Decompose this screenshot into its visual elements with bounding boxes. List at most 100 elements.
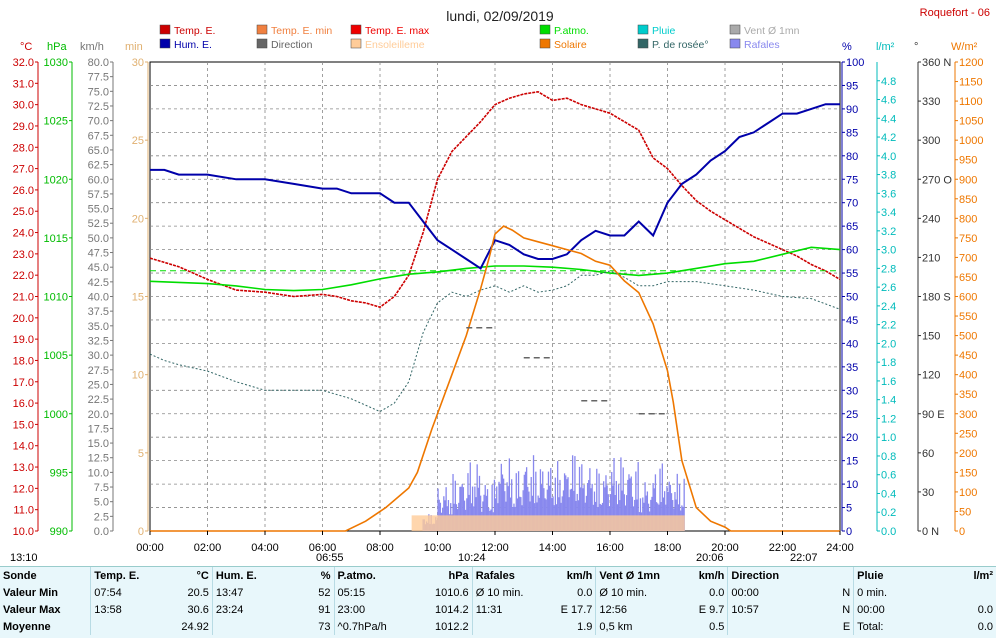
axis-tick-label: 0.0: [881, 526, 896, 538]
axis-tick-label: 27.0: [13, 164, 34, 176]
axis-tick-label: 13.0: [13, 462, 34, 474]
stats-cell: km/h: [566, 569, 593, 582]
axis-tick-label: 2.0: [881, 338, 896, 350]
stats-cell: [211, 618, 277, 635]
axis-tick-label: 360 N: [922, 57, 951, 69]
stats-cell: Pluie: [853, 567, 926, 584]
stats-cell: 0.0: [977, 603, 993, 616]
x-tick-label: 18:00: [654, 542, 682, 554]
axis-tick-label: 4.6: [881, 95, 896, 107]
axis-tick-label: 800: [959, 213, 977, 225]
stats-cell: 11:31: [471, 601, 541, 618]
axis-unit-temp: °C: [20, 41, 32, 53]
axis-tick-label: 40.0: [88, 292, 109, 304]
axis-tick-label: 52.5: [88, 218, 109, 230]
stats-cell: %: [320, 569, 331, 582]
series-ensoleilleme: [411, 515, 685, 531]
axis-tick-label: 0: [959, 526, 965, 538]
axis-tick-label: 40: [846, 338, 858, 350]
axis-tick-label: 0 N: [922, 526, 939, 538]
stats-cell: Temp. E.: [90, 567, 153, 584]
axis-tick-label: 75: [846, 174, 858, 186]
axis-tick-label: 4.2: [881, 132, 896, 144]
axis-tick-label: 75.0: [88, 86, 109, 98]
series-line: [150, 225, 840, 532]
x-tick-label: 06:00: [309, 542, 337, 554]
legend-label: Vent Ø 1mn: [744, 25, 800, 37]
axis-tick-label: 7.5: [94, 482, 109, 494]
stats-cell: [471, 618, 541, 635]
axis-tick-label: 240: [922, 213, 940, 225]
time-marker-left: 13:10: [10, 552, 38, 564]
axis-tick-label: 32.5: [88, 335, 109, 347]
legend-swatch: [256, 38, 268, 49]
axis-tick-label: 5: [846, 503, 852, 515]
axis-tick-label: 1000: [44, 409, 68, 421]
series-solaire: [150, 225, 840, 532]
axis-tick-label: 14.0: [13, 441, 34, 453]
stats-cell: hPa: [448, 569, 469, 582]
axis-tick-label: 22.0: [13, 270, 34, 282]
axis-tick-label: 0: [846, 526, 852, 538]
legend-swatch: [256, 24, 268, 35]
stats-cell: 73: [318, 620, 331, 633]
stats-cell: 0 min.: [853, 584, 926, 601]
axis-tick-label: 300: [959, 409, 977, 421]
chart-background: [0, 0, 996, 566]
stats-cell: 00:00: [727, 584, 801, 601]
axis-tick-label: 0.2: [881, 507, 896, 519]
axis-tick-label: 10: [846, 479, 858, 491]
series-line: [149, 270, 841, 413]
axis-tick-label: 2.2: [881, 320, 896, 332]
x-tick-label: 04:00: [251, 542, 279, 554]
legend-label: P.atmo.: [554, 25, 589, 37]
axis-tick-label: 30.0: [13, 100, 34, 112]
legend-label: Temp. E. max: [365, 25, 430, 37]
stats-cell: N: [842, 603, 851, 616]
stats-panel: Sonde Temp. E. °C Hum. E.% P.atmo. hPa Rafales…: [0, 566, 996, 638]
series-direction: [466, 327, 668, 415]
axis-tick-label: 20: [132, 213, 144, 225]
axis-tick-label: 850: [959, 194, 977, 206]
axis-tick-label: 20.0: [88, 409, 109, 421]
stats-cell: 12:56: [595, 601, 673, 618]
legend: Temp. E. Temp. E. min Temp. E. max P.atmo. P…: [159, 24, 800, 51]
axis-unit-pression: hPa: [47, 41, 67, 53]
stats-cell: Hum. E.: [211, 567, 277, 584]
axis-humidite: 0 5 10 15 20 25 30 35 40 45 50 55 60 65 70 75 80 85 90 95 10…: [841, 57, 864, 538]
stats-cell: 07:54: [90, 584, 153, 601]
axis-tick-label: 18.0: [13, 355, 34, 367]
axis-tick-label: 90: [846, 104, 858, 116]
axis-tick-label: 67.5: [88, 130, 109, 142]
series-p-de-ros-e-: [149, 270, 841, 413]
stats-cell: 10:57: [727, 601, 801, 618]
axis-tick-label: 210: [922, 252, 940, 264]
axis-tick-label: 900: [959, 174, 977, 186]
axis-tick-label: 2.4: [881, 301, 896, 313]
series-hum-e-: [150, 103, 840, 270]
stats-cell: [800, 567, 854, 584]
stats-cell: 0.0: [577, 586, 593, 599]
x-tick-label: 14:00: [539, 542, 567, 554]
series-temp-e-: [149, 90, 841, 309]
axis-tick-label: 25.0: [13, 206, 34, 218]
axis-tick-label: 15.0: [88, 438, 109, 450]
axis-tick-label: 55.0: [88, 204, 109, 216]
axis-tick-label: 1.0: [881, 432, 896, 444]
axis-tick-label: 1015: [44, 233, 68, 245]
time-marker-noon: 10:24: [458, 552, 486, 564]
x-axis: 00:00 02:00 04:00 06:00 08:00 10:00 12:00 14:00…: [136, 531, 854, 554]
axis-unit-solaire: W/m²: [951, 41, 978, 53]
stats-cell: Valeur Min: [3, 586, 59, 599]
axis-tick-label: 30: [922, 487, 934, 499]
axis-tick-label: 995: [50, 467, 68, 479]
legend-label: Ensoleilleme: [365, 39, 425, 51]
axis-tick-label: 17.0: [13, 377, 34, 389]
axis-tick-label: 3.8: [881, 170, 896, 182]
axis-tick-label: 5: [138, 448, 144, 460]
axis-tick-label: 330: [922, 96, 940, 108]
chart-series: [149, 90, 841, 532]
stats-cell: N: [842, 586, 851, 599]
axis-tick-label: 1020: [44, 174, 68, 186]
stats-cell: km/h: [698, 569, 725, 582]
